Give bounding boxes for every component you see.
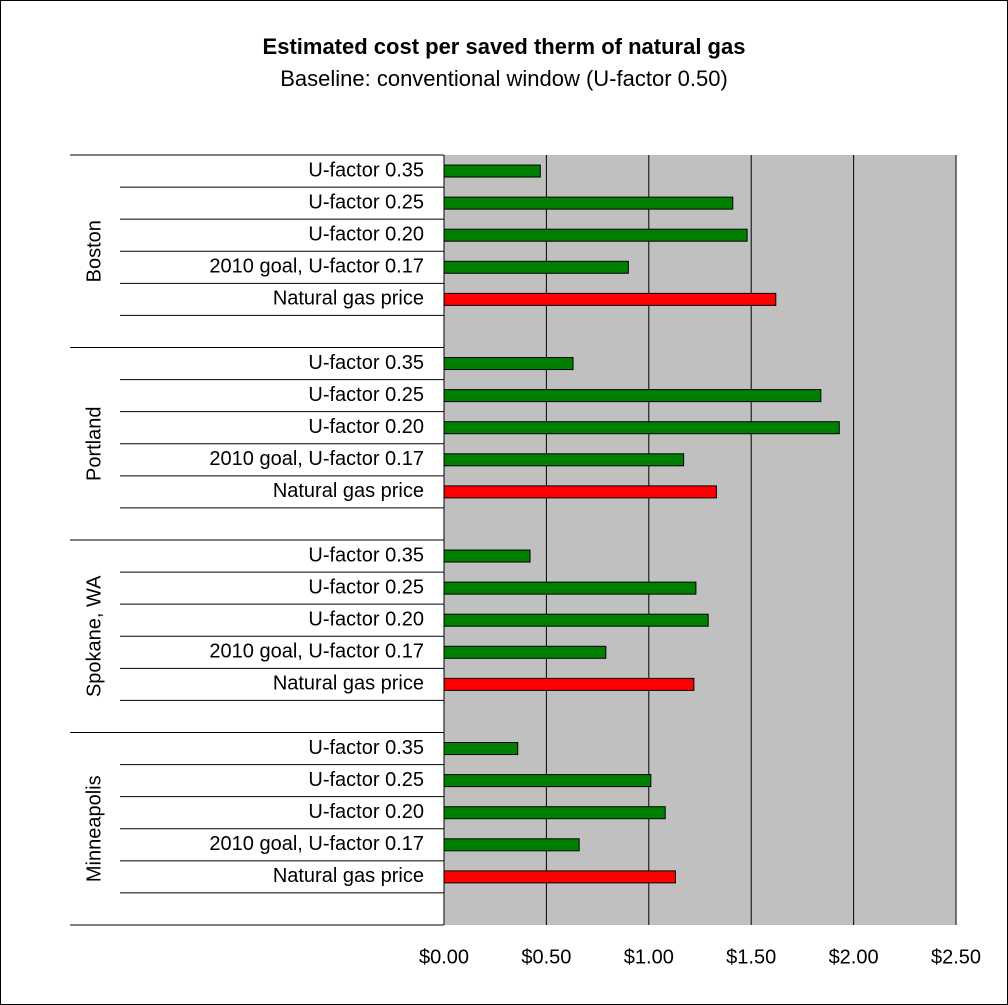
bar <box>443 421 840 435</box>
x-tick-label: $1.50 <box>726 946 776 968</box>
y-tick-label: U-factor 0.35 <box>308 737 424 759</box>
y-tick-label: U-factor 0.20 <box>308 416 424 438</box>
bar <box>443 677 695 691</box>
x-tick-label: $2.50 <box>931 946 981 968</box>
chart-subtitle: Baseline: conventional window (U-factor … <box>280 66 728 91</box>
bar <box>443 453 685 467</box>
y-tick-label: 2010 goal, U-factor 0.17 <box>209 641 424 663</box>
y-tick-label: Natural gas price <box>273 673 424 695</box>
y-tick-label: U-factor 0.25 <box>308 384 424 406</box>
group-label: Minneapolis <box>83 775 105 882</box>
bar <box>443 838 580 852</box>
y-tick-label: Natural gas price <box>273 288 424 310</box>
bar <box>443 196 734 210</box>
bar <box>443 357 574 371</box>
plot-area <box>444 155 956 925</box>
y-tick-label: U-factor 0.35 <box>308 159 424 181</box>
y-tick-label: 2010 goal, U-factor 0.17 <box>209 833 424 855</box>
bar <box>443 613 709 627</box>
chart-title: Estimated cost per saved therm of natura… <box>263 34 746 59</box>
y-tick-label: 2010 goal, U-factor 0.17 <box>209 448 424 470</box>
group-label: Portland <box>83 407 105 482</box>
bar <box>443 581 697 595</box>
group-label: Spokane, WA <box>83 575 105 697</box>
y-tick-label: U-factor 0.35 <box>308 352 424 374</box>
bar <box>443 485 717 499</box>
bar <box>443 742 519 756</box>
bar <box>443 645 607 659</box>
bar <box>443 806 666 820</box>
y-tick-label: Natural gas price <box>273 480 424 502</box>
y-tick-label: U-factor 0.25 <box>308 576 424 598</box>
x-tick-label: $1.00 <box>624 946 674 968</box>
x-tick-label: $2.00 <box>829 946 879 968</box>
bar <box>443 292 777 306</box>
bar <box>443 164 541 178</box>
bar <box>443 228 748 242</box>
y-tick-label: U-factor 0.20 <box>308 801 424 823</box>
y-tick-label: U-factor 0.35 <box>308 544 424 566</box>
y-tick-label: U-factor 0.20 <box>308 608 424 630</box>
group-label: Boston <box>83 220 105 282</box>
x-tick-label: $0.50 <box>521 946 571 968</box>
bar <box>443 870 676 884</box>
y-tick-label: U-factor 0.20 <box>308 223 424 245</box>
x-tick-label: $0.00 <box>419 946 469 968</box>
y-tick-label: 2010 goal, U-factor 0.17 <box>209 256 424 278</box>
y-tick-label: U-factor 0.25 <box>308 191 424 213</box>
bar <box>443 774 652 788</box>
bar <box>443 549 531 563</box>
y-tick-label: Natural gas price <box>273 865 424 887</box>
bar <box>443 389 822 403</box>
y-tick-label: U-factor 0.25 <box>308 769 424 791</box>
bar <box>443 260 629 274</box>
